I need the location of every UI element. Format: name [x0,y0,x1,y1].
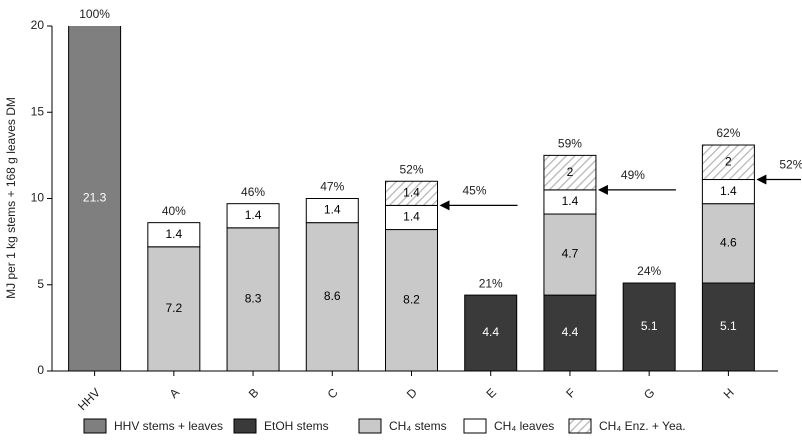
legend-swatch [83,418,107,434]
segment-label: 2 [567,165,574,179]
segment-label: 1.4 [324,203,341,217]
segment-label: 4.7 [562,247,579,261]
bar-segment [701,282,755,371]
segment-label: 8.3 [245,292,262,306]
segment-label: 4.4 [482,325,499,339]
segment-label: 21.3 [83,191,107,205]
segment-label: 1.4 [403,185,420,199]
legend-swatch [358,418,382,434]
bar-segment [543,294,597,371]
bar-segment [226,203,280,229]
bar-segment [385,204,438,231]
bar-segment [622,282,676,371]
total-label: 21% [479,276,503,290]
bar-segment [543,154,597,191]
x-tick-label: H [721,385,737,401]
x-tick-label: A [167,385,183,401]
legend-label: EtOH stems [264,419,329,433]
y-axis-label: MJ per 1 kg stems + 168 g leaves DM [4,97,18,299]
segment-label: 1.4 [562,194,579,208]
total-label: 46% [241,185,265,199]
segment-label: 4.4 [562,325,579,339]
arrow-head [439,200,450,211]
bar-segment [68,26,122,371]
bar-segment [385,180,438,206]
bar-segment [385,229,438,371]
total-label: 59% [558,137,582,151]
total-label: 52% [399,162,423,176]
x-tick-label: E [484,385,500,401]
x-tick-label: C [325,385,341,401]
annotation-label: 49% [621,168,645,182]
bar-segment [701,179,755,205]
segment-label: 1.4 [165,227,182,241]
segment-label: 1.4 [403,210,420,224]
bar-segment [305,222,359,371]
legend-label: CH₄ Enz. + Yea. [599,419,686,433]
arrow-head [597,184,608,195]
total-label: 24% [637,264,661,278]
bar-segment [701,144,755,181]
bar-segment [464,294,518,371]
annotation-label: 52% [779,158,802,172]
y-tick-label: 5 [37,277,44,291]
annotation-label: 45% [462,184,486,198]
total-label: 100% [79,7,110,21]
segment-label: 4.6 [720,236,737,250]
legend-swatch [568,418,592,434]
x-tick-label: HHV [75,385,103,413]
segment-label: 2 [725,154,732,168]
bar-segment [701,203,755,284]
segment-label: 1.4 [245,208,262,222]
segment-label: 5.1 [720,319,737,333]
legend-label: CH₄ leaves [494,419,554,433]
bar-segment [147,222,201,248]
y-tick-label: 15 [31,104,45,118]
arrow-head [756,174,767,185]
y-tick-label: 0 [37,363,44,377]
segment-label: 1.4 [720,184,737,198]
total-label: 62% [716,126,740,140]
legend-label: HHV stems + leaves [114,419,223,433]
segment-label: 8.2 [403,292,420,306]
total-label: 40% [162,204,186,218]
x-tick-label: D [404,385,420,401]
x-tick-label: F [563,385,578,400]
legend-swatch [463,418,487,434]
segment-label: 7.2 [165,301,182,315]
bar-segment [226,227,280,371]
legend-label: CH₄ stems [389,419,447,433]
plot-area [68,26,755,371]
x-tick-label: G [641,385,658,402]
y-tick-label: 10 [31,191,45,205]
legend-swatch [233,418,257,434]
bar-segment [305,198,359,224]
segment-label: 8.6 [324,289,341,303]
bar-segment [147,246,201,371]
total-label: 47% [320,180,344,194]
x-tick-label: B [246,385,262,401]
y-tick-label: 20 [31,18,45,32]
segment-label: 5.1 [641,319,658,333]
bar-segment [543,213,597,296]
